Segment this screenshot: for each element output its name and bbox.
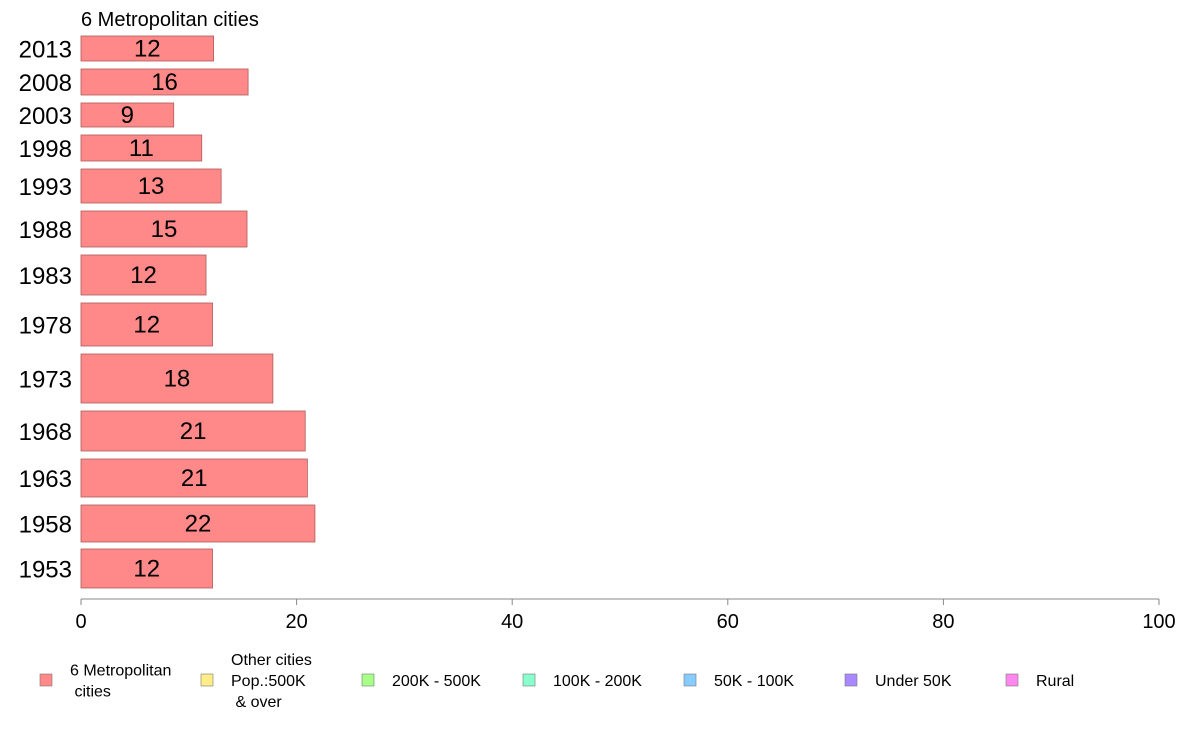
data-label-1953: 12 [133,556,160,583]
data-label-2008: 16 [151,69,178,96]
data-label-2013: 12 [134,36,161,63]
legend-label-1: Other cities Pop.:500K & over [231,652,312,711]
legend-swatch-1 [200,673,214,687]
x-tick-label-0: 0 [75,611,86,633]
category-label-1988: 1988 [19,217,72,244]
bar-1983 [80,254,207,296]
legend-label-3: 100K - 200K [553,673,642,690]
category-label-1993: 1993 [19,174,72,201]
legend-swatch-0 [39,673,53,687]
bar-2013 [80,35,214,62]
bar-2008 [80,68,249,96]
bar-1978 [80,302,213,347]
legend-label-2: 200K - 500K [392,673,481,690]
legend-swatch-3 [522,673,536,687]
bar-1953 [80,548,213,589]
bar-1998 [80,134,203,162]
data-label-1998: 11 [129,135,154,162]
legend-label-4: 50K - 100K [714,673,794,690]
category-label-1998: 1998 [19,136,72,163]
category-label-2008: 2008 [19,70,72,97]
data-label-1968: 21 [180,418,207,445]
data-label-1978: 12 [133,312,160,339]
data-label-1988: 15 [151,216,178,243]
chart-title: 6 Metropolitan cities [81,9,259,31]
bar-1993 [80,168,222,204]
legend-label-6: Rural [1036,673,1074,690]
x-tick-label-100: 100 [1142,611,1175,633]
x-tick-label-80: 80 [932,611,954,633]
data-label-1983: 12 [130,262,157,289]
bar-2003 [80,102,175,128]
bar-1973 [80,353,274,404]
legend-label-0: 6 Metropolitan cities [70,663,171,701]
bar-1988 [80,210,248,248]
data-label-1958: 22 [185,511,212,538]
legend-swatch-2 [361,673,375,687]
data-label-1993: 13 [138,173,165,200]
data-label-2003: 9 [121,102,134,129]
category-label-1983: 1983 [19,263,72,290]
legend-swatch-5 [844,673,858,687]
x-tick-label-20: 20 [285,611,307,633]
category-label-2003: 2003 [19,103,72,130]
legend-label-5: Under 50K [875,673,952,690]
category-label-1973: 1973 [19,367,72,394]
category-label-1968: 1968 [19,419,72,446]
bar-1963 [80,458,308,498]
legend-swatch-4 [683,673,697,687]
bar-1968 [80,410,306,452]
category-label-1958: 1958 [19,512,72,539]
category-label-1953: 1953 [19,557,72,584]
legend-swatch-6 [1005,673,1019,687]
category-label-2013: 2013 [19,37,72,64]
bar-1958 [80,504,316,543]
data-label-1963: 21 [181,465,208,492]
category-label-1963: 1963 [19,466,72,493]
x-tick-label-60: 60 [717,611,739,633]
category-label-1978: 1978 [19,313,72,340]
data-label-1973: 18 [164,366,191,393]
x-tick-label-40: 40 [501,611,523,633]
